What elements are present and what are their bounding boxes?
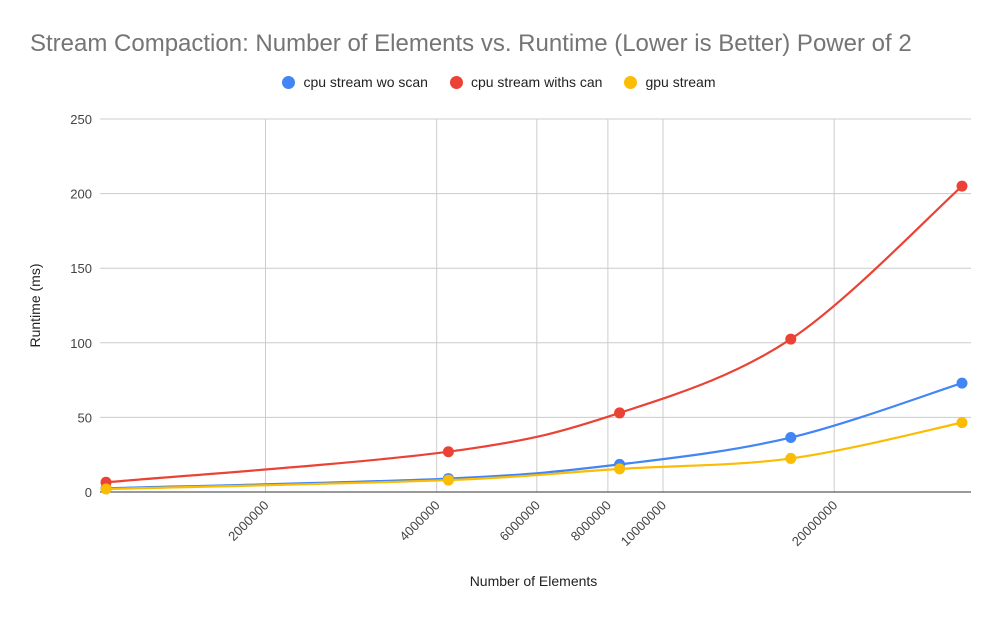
chart-title: Stream Compaction: Number of Elements vs… — [30, 30, 912, 57]
series-0-point-3 — [785, 432, 797, 444]
legend-item-series-1[interactable]: cpu stream withs can — [449, 74, 603, 90]
series-0-point-4 — [956, 377, 968, 389]
series-2-point-3 — [785, 452, 797, 464]
y-tick-label-5: 250 — [70, 112, 92, 127]
x-tick-label-4: 10000000 — [618, 498, 670, 550]
series-2-point-0 — [100, 483, 112, 495]
y-tick-label-1: 50 — [78, 410, 92, 425]
series-1-point-1 — [442, 446, 454, 458]
series-2-point-1 — [442, 474, 454, 486]
legend-label-series-1: cpu stream withs can — [470, 74, 603, 90]
series-line-2 — [105, 421, 963, 491]
x-tick-label-2: 6000000 — [497, 498, 543, 544]
legend: cpu stream wo scan cpu stream withs can … — [0, 74, 998, 90]
legend-marker-series-1 — [449, 75, 463, 89]
x-tick-label-1: 4000000 — [396, 498, 442, 544]
series-1-point-3 — [785, 333, 797, 345]
y-tick-label-2: 100 — [70, 336, 92, 351]
y-axis-title: Runtime (ms) — [27, 263, 43, 347]
legend-label-series-0: cpu stream wo scan — [303, 74, 428, 90]
y-tick-label-4: 200 — [70, 187, 92, 202]
legend-marker-series-2 — [624, 75, 638, 89]
x-tick-label-5: 20000000 — [789, 498, 841, 550]
y-tick-label-0: 0 — [85, 485, 92, 500]
series-1-point-2 — [614, 407, 626, 419]
x-tick-label-3: 8000000 — [568, 498, 614, 544]
legend-label-series-2: gpu stream — [645, 74, 716, 90]
series-line-1 — [105, 185, 963, 484]
legend-marker-series-0 — [282, 75, 296, 89]
x-axis-title: Number of Elements — [470, 573, 598, 589]
series-2-point-4 — [956, 417, 968, 429]
y-tick-label-3: 150 — [70, 261, 92, 276]
legend-item-series-0[interactable]: cpu stream wo scan — [282, 74, 428, 90]
series-2-point-2 — [614, 463, 626, 475]
legend-item-series-2[interactable]: gpu stream — [624, 74, 716, 90]
series-1-point-4 — [956, 180, 968, 192]
x-tick-label-0: 2000000 — [225, 498, 271, 544]
